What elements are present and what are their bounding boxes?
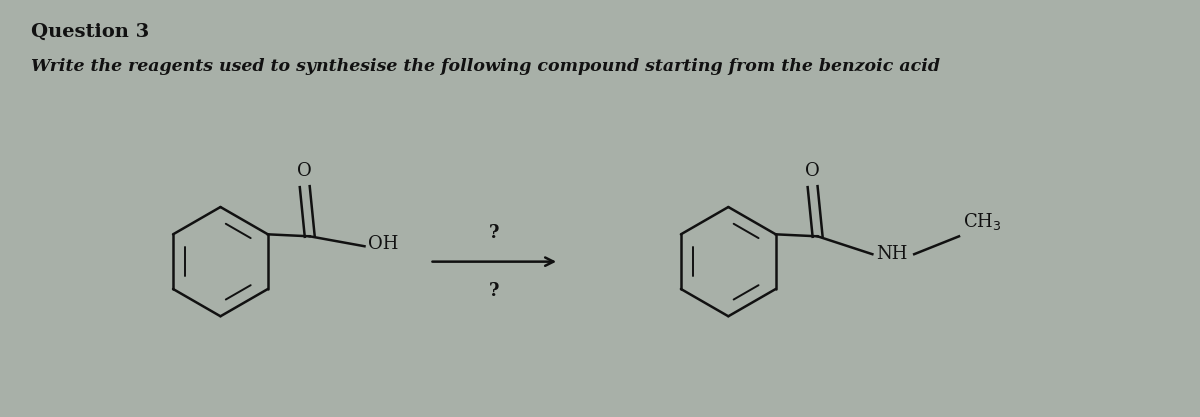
Text: Write the reagents used to synthesise the following compound starting from the b: Write the reagents used to synthesise th…	[31, 58, 941, 75]
Text: CH$_3$: CH$_3$	[962, 211, 1002, 232]
Text: OH: OH	[368, 235, 398, 253]
Text: ?: ?	[490, 281, 499, 299]
Text: O: O	[298, 162, 312, 180]
Text: O: O	[805, 162, 820, 180]
Text: NH: NH	[876, 245, 907, 263]
Text: Question 3: Question 3	[31, 23, 150, 41]
Text: ?: ?	[490, 224, 499, 242]
